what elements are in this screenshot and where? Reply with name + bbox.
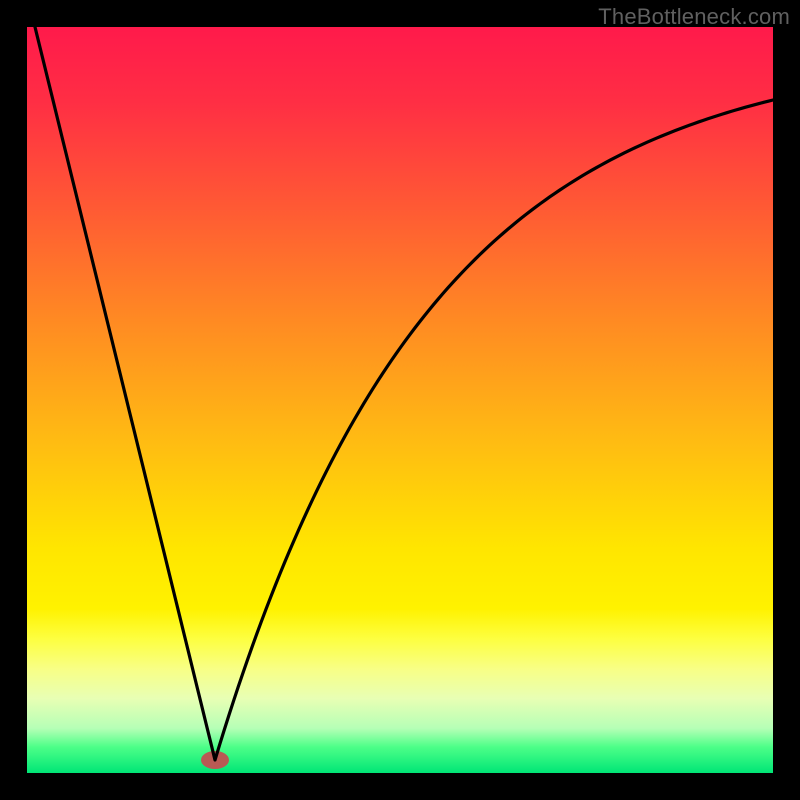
bottleneck-chart bbox=[0, 0, 800, 800]
attribution-text: TheBottleneck.com bbox=[598, 4, 790, 30]
gradient-plot-area bbox=[27, 27, 773, 773]
chart-container: TheBottleneck.com bbox=[0, 0, 800, 800]
